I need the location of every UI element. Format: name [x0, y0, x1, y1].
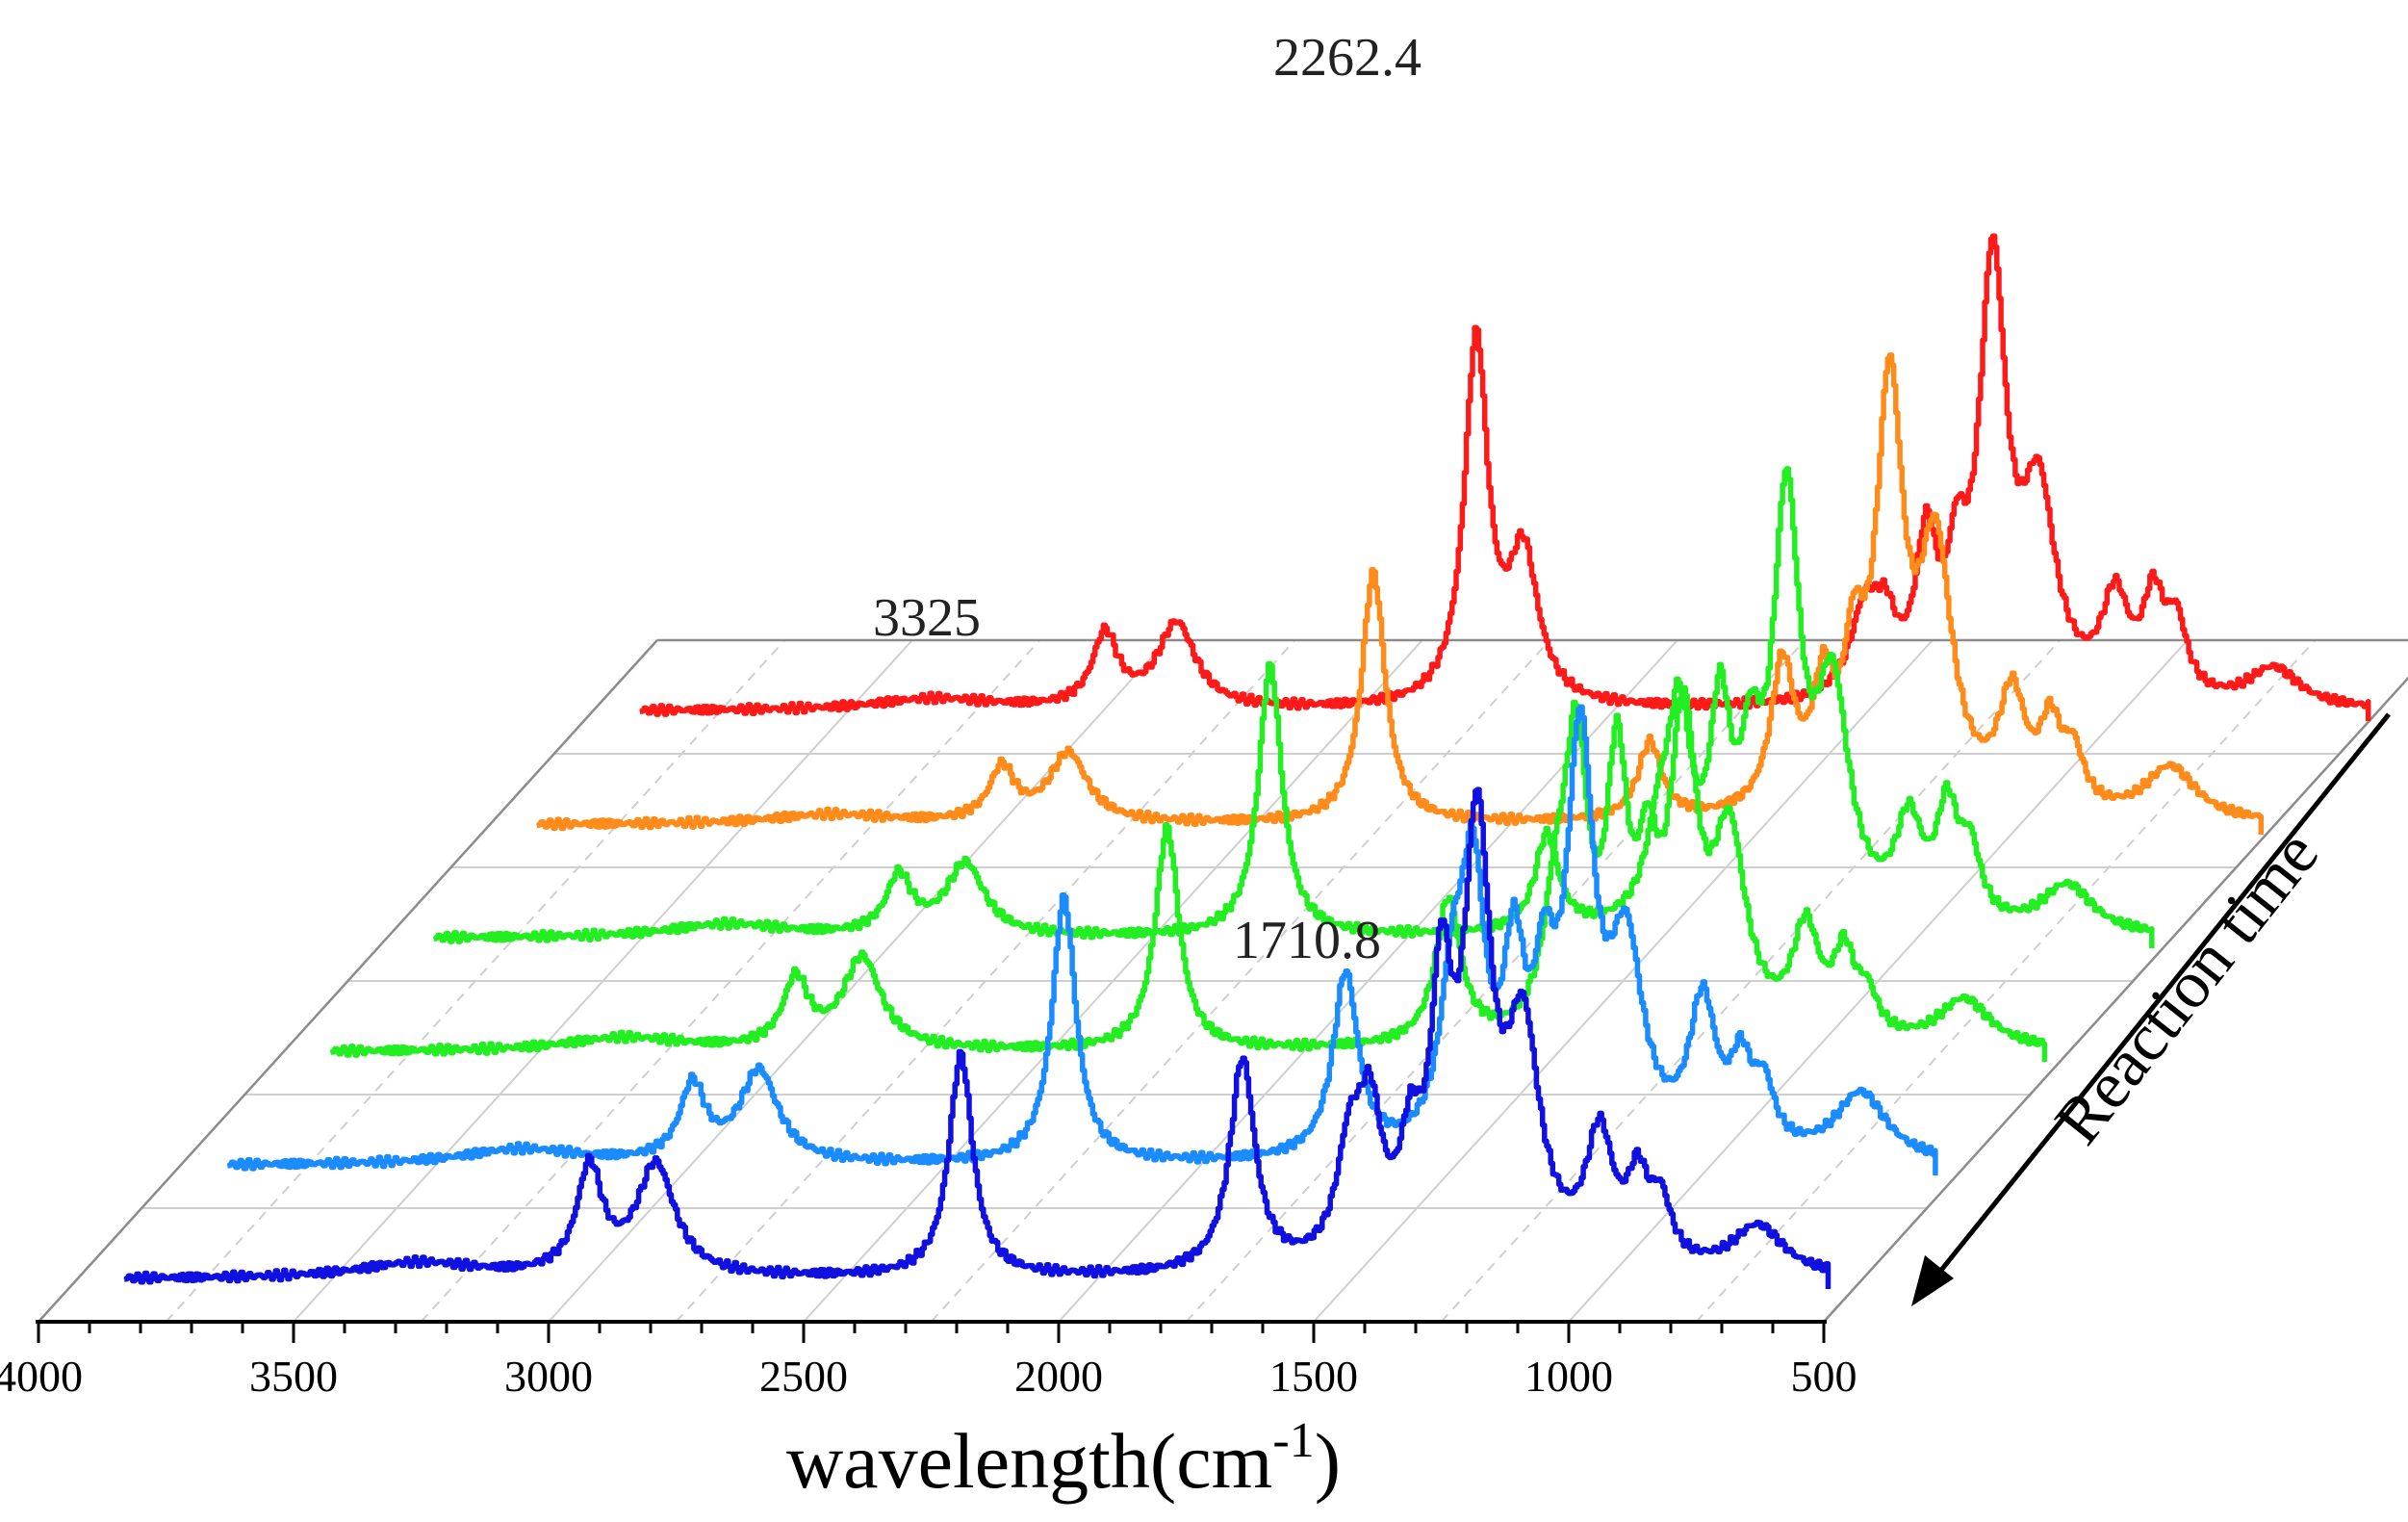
plane-left-edge [38, 639, 658, 1323]
annotations: 2262.4 3325 1710.8 [873, 28, 1422, 970]
series-line-t4 [433, 466, 2155, 948]
reaction-time-arrow [1911, 712, 2391, 1306]
x-axis-title-unit: (cm [1150, 1417, 1272, 1505]
x-axis-title-close: ) [1315, 1417, 1341, 1505]
peak-annotation: 3325 [873, 588, 981, 648]
x-tick-label: 3500 [249, 1352, 338, 1401]
x-tick-label: 3000 [504, 1352, 593, 1401]
series-line-t2 [226, 704, 1938, 1175]
x-tick-label: 1000 [1524, 1352, 1613, 1401]
x-axis: 4000 3500 3000 2500 2000 1500 1000 500 [0, 1320, 1857, 1401]
x-tick-label: 1500 [1269, 1352, 1358, 1401]
peak-annotation: 2262.4 [1273, 28, 1422, 88]
x-tick-label: 2500 [759, 1352, 848, 1401]
plane-right-edge [1823, 676, 2408, 1323]
back-plane [38, 638, 2408, 1323]
reaction-time-label: Reaction time [2041, 817, 2333, 1158]
x-tick-label: 4000 [0, 1352, 83, 1401]
series-line-t6 [639, 233, 2371, 721]
x-axis-title-exponent: -1 [1272, 1413, 1314, 1468]
series-line-t1 [123, 787, 1832, 1289]
x-axis-title-main: wavelength [786, 1417, 1150, 1505]
series-group [123, 233, 2371, 1289]
series-line-t3 [329, 684, 2048, 1062]
peak-annotation: 1710.8 [1233, 911, 1381, 970]
series-line-t5 [536, 352, 2265, 835]
x-tick-label: 500 [1791, 1352, 1857, 1401]
x-tick-label: 2000 [1014, 1352, 1103, 1401]
x-axis-title: wavelength(cm-1) [786, 1413, 1341, 1505]
